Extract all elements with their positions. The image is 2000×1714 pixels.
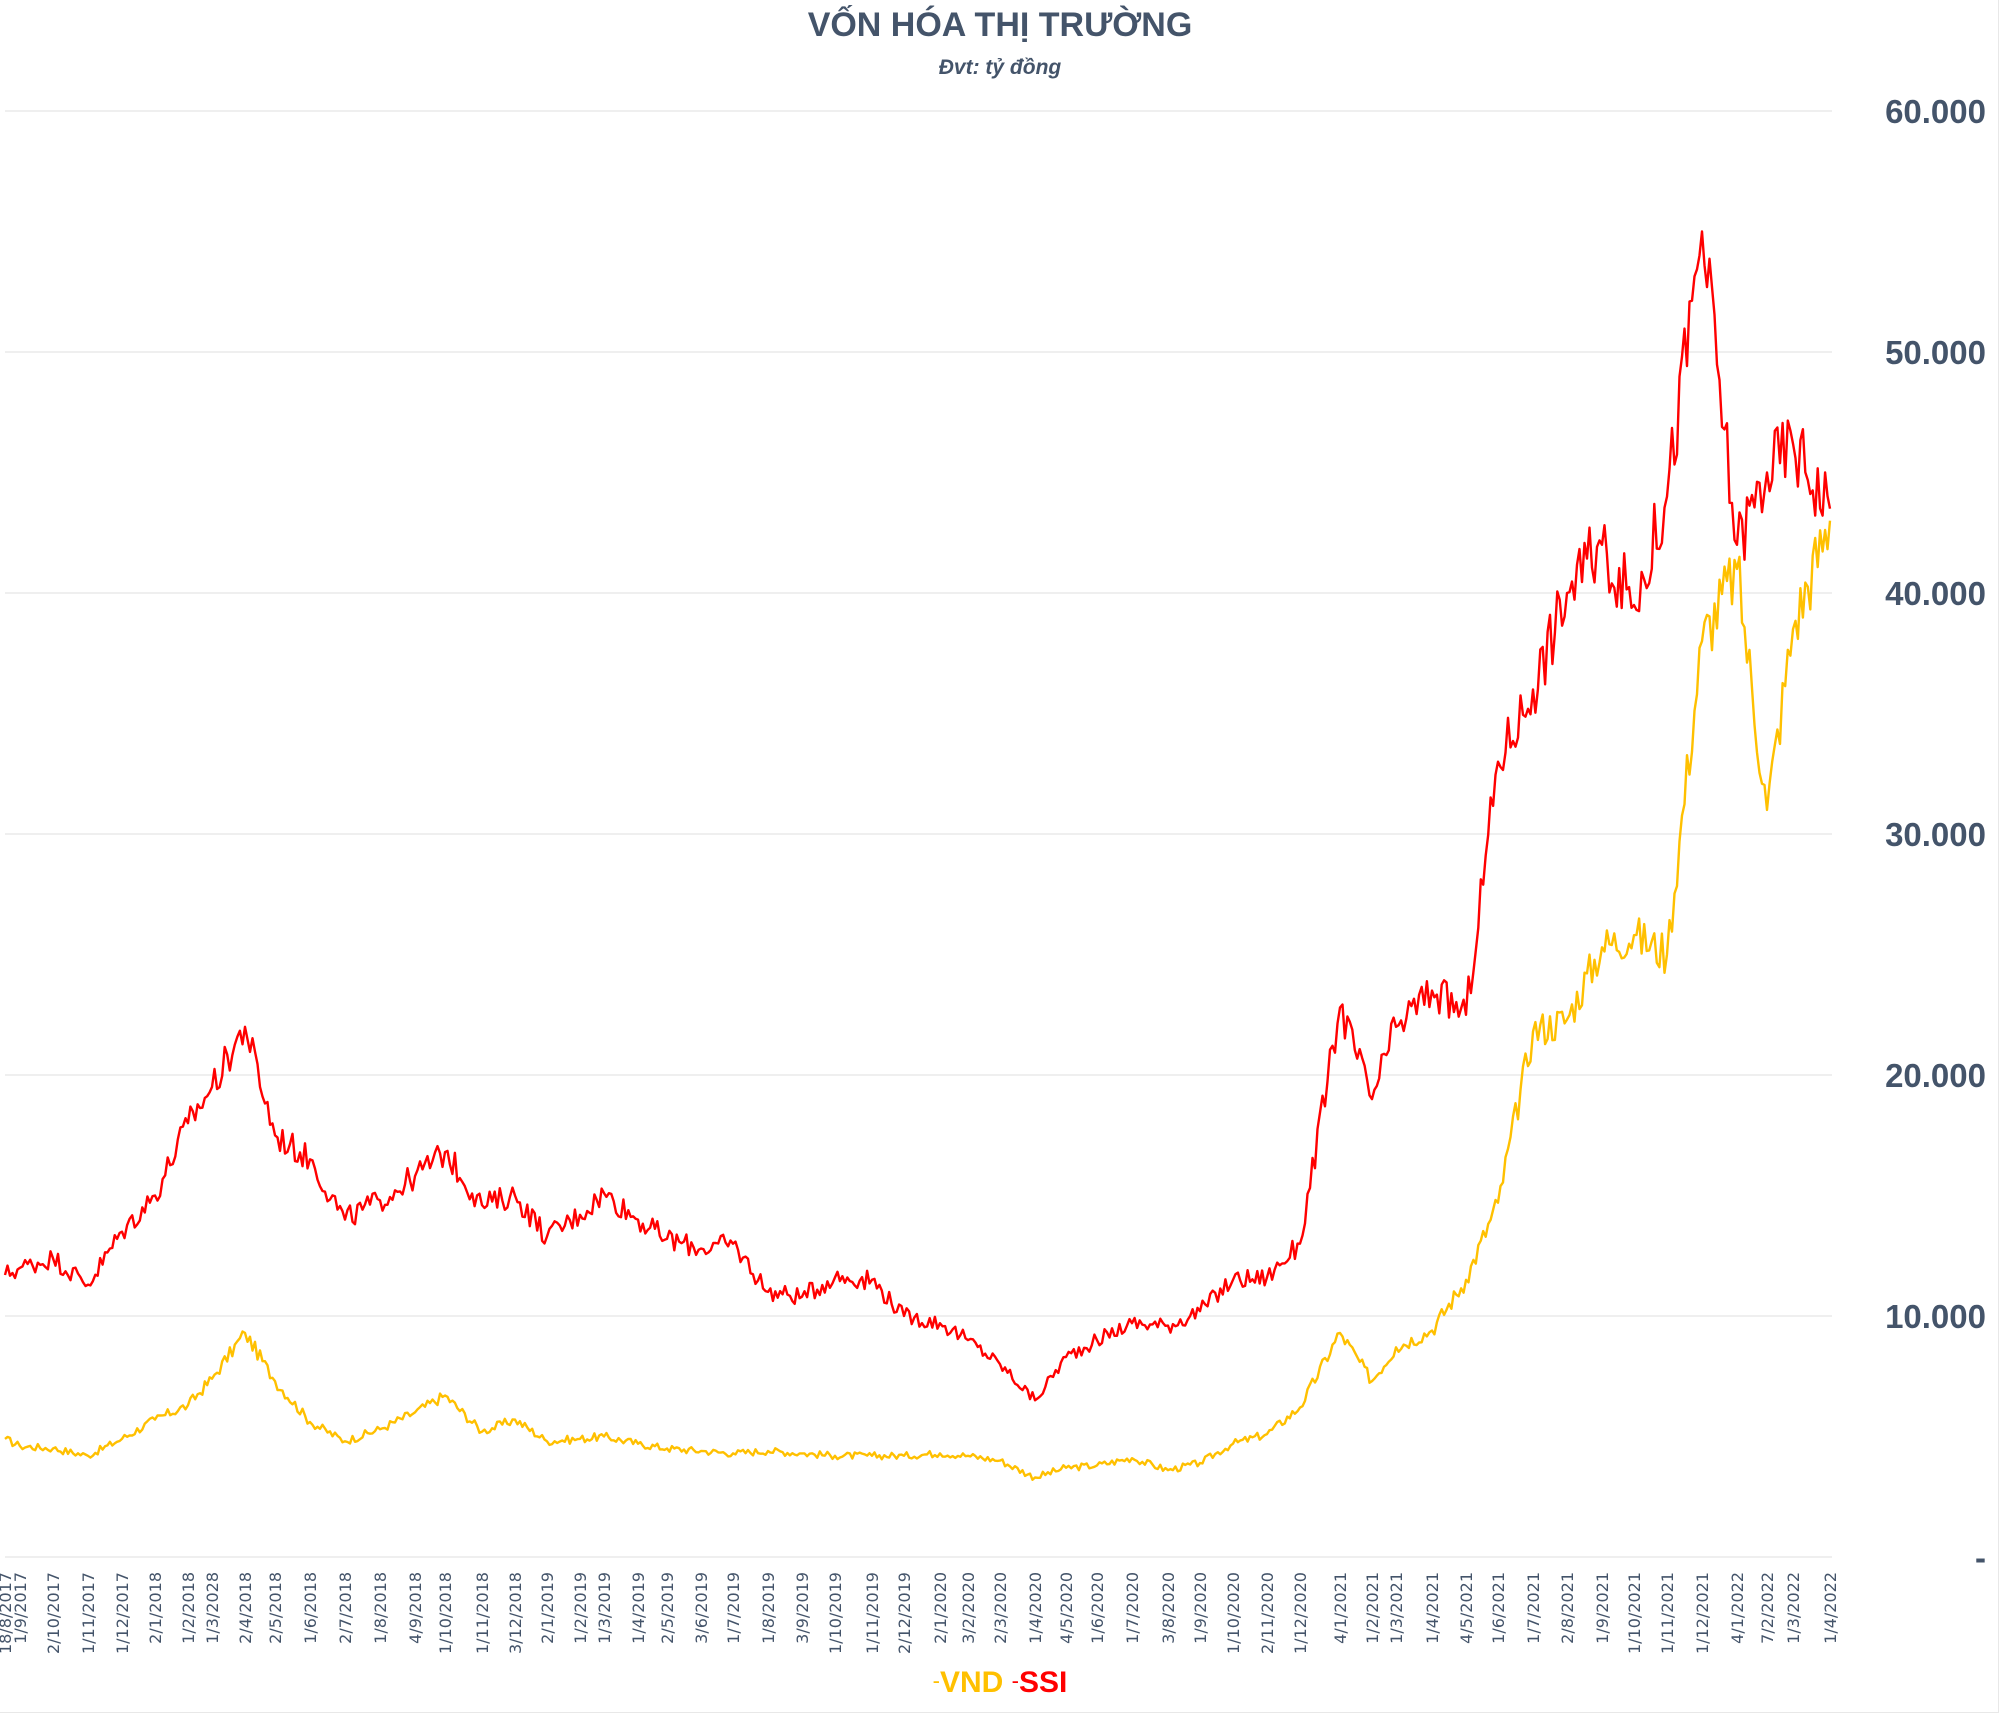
x-tick-label: 1/4/2021 (1423, 1572, 1442, 1644)
legend-label-vnd: VND (939, 1666, 1004, 1699)
x-tick-label: 2/8/2021 (1558, 1572, 1577, 1644)
x-tick-label: 1/7/2019 (724, 1572, 743, 1644)
x-tick-label: 3/12/2018 (506, 1572, 525, 1654)
legend-item-ssi[interactable]: -SSI (1012, 1666, 1068, 1699)
y-tick-label: - (1975, 1539, 1986, 1576)
x-tick-label: 1/12/2021 (1693, 1572, 1712, 1654)
x-tick-label: 1/10/2020 (1224, 1572, 1243, 1654)
x-tick-label: 3/2/2020 (959, 1572, 978, 1644)
x-tick-label: 3/8/2020 (1159, 1572, 1178, 1644)
chart-title: VỐN HÓA THỊ TRƯỜNG (807, 6, 1193, 44)
x-tick-label: 1/2/2019 (571, 1572, 590, 1644)
x-tick-label: 2/12/2019 (895, 1572, 914, 1654)
series-line-vnd (4, 520, 1832, 1481)
x-tick-label: 3/9/2019 (793, 1572, 812, 1644)
series-line-ssi (3, 230, 1832, 1402)
legend-marker-vnd: - (932, 1668, 940, 1693)
x-tick-label: 4/5/2021 (1457, 1572, 1476, 1644)
x-tick-label: 1/4/2019 (629, 1572, 648, 1644)
x-tick-label: 1/4/2022 (1821, 1572, 1840, 1644)
x-tick-label: 7/2/2022 (1758, 1572, 1777, 1644)
x-tick-label: 1/11/2021 (1658, 1572, 1677, 1654)
x-tick-label: 1/11/2019 (863, 1572, 882, 1654)
x-tick-label: 2/10/2017 (44, 1572, 63, 1654)
x-tick-label: 1/6/2021 (1489, 1572, 1508, 1644)
x-tick-label: 1/6/2020 (1088, 1572, 1107, 1644)
x-tick-label: 2/5/2018 (266, 1572, 285, 1644)
y-tick-label: 20.000 (1885, 1057, 1986, 1094)
legend-marker-ssi: - (1011, 1668, 1019, 1693)
x-tick-label: 1/9/2020 (1191, 1572, 1210, 1644)
legend-label-ssi: SSI (1018, 1666, 1068, 1699)
x-tick-label: 1/4/2020 (1026, 1572, 1045, 1644)
x-tick-label: 1/9/2017 (11, 1572, 30, 1644)
x-tick-label: 1/12/2020 (1291, 1572, 1310, 1654)
x-tick-label: 2/3/2020 (991, 1572, 1010, 1644)
y-tick-label: 30.000 (1885, 816, 1986, 853)
x-tick-label: 2/4/2018 (236, 1572, 255, 1644)
series-lines (3, 230, 1832, 1481)
x-tick-label: 1/8/2019 (759, 1572, 778, 1644)
y-tick-label: 50.000 (1885, 334, 1986, 371)
x-tick-label: 1/11/2018 (473, 1572, 492, 1654)
y-axis-ticks: - 10.000 20.000 30.000 40.000 50.000 60.000 (1885, 93, 1986, 1576)
chart-subtitle: Đvt: tỷ đồng (938, 56, 1062, 79)
x-tick-label: 4/9/2018 (406, 1572, 425, 1644)
x-tick-label: 4/5/2020 (1057, 1572, 1076, 1644)
x-tick-label: 1/3/2021 (1387, 1572, 1406, 1644)
x-tick-label: 2/1/2020 (931, 1572, 950, 1644)
x-tick-label: 3/6/2019 (692, 1572, 711, 1644)
x-tick-label: 1/3/2022 (1784, 1572, 1803, 1644)
x-tick-label: 1/8/2018 (371, 1572, 390, 1644)
y-tick-label: 10.000 (1885, 1298, 1986, 1335)
x-tick-label: 18/8/2017 (0, 1572, 15, 1654)
x-tick-label: 2/1/2018 (146, 1572, 165, 1644)
x-tick-label: 4/1/2021 (1331, 1572, 1350, 1644)
legend-item-vnd[interactable]: -VND (933, 1666, 1012, 1699)
x-tick-label: 1/11/2017 (79, 1572, 98, 1654)
x-tick-label: 4/1/2022 (1728, 1572, 1747, 1644)
x-tick-label: 1/3/2028 (203, 1572, 222, 1644)
x-tick-label: 1/7/2021 (1524, 1572, 1543, 1644)
x-tick-label: 2/1/2019 (538, 1572, 557, 1644)
x-tick-label: 2/5/2019 (658, 1572, 677, 1644)
x-tick-label: 1/2/2021 (1363, 1572, 1382, 1644)
x-tick-label: 2/11/2020 (1258, 1572, 1277, 1654)
x-tick-label: 1/9/2021 (1593, 1572, 1612, 1644)
x-tick-label: 2/7/2018 (336, 1572, 355, 1644)
x-tick-label: 1/6/2018 (301, 1572, 320, 1644)
y-tick-label: 40.000 (1885, 575, 1986, 612)
gridlines (5, 110, 1832, 1558)
x-tick-label: 1/10/2019 (826, 1572, 845, 1654)
x-tick-label: 1/10/2018 (436, 1572, 455, 1654)
x-tick-label: 1/12/2017 (113, 1572, 132, 1654)
y-tick-label: 60.000 (1885, 93, 1986, 130)
legend: -VND -SSI (0, 1666, 2000, 1700)
x-tick-label: 1/10/2021 (1625, 1572, 1644, 1654)
x-tick-label: 1/7/2020 (1123, 1572, 1142, 1644)
x-tick-label: 1/3/2019 (595, 1572, 614, 1644)
x-tick-label: 1/2/2018 (179, 1572, 198, 1644)
